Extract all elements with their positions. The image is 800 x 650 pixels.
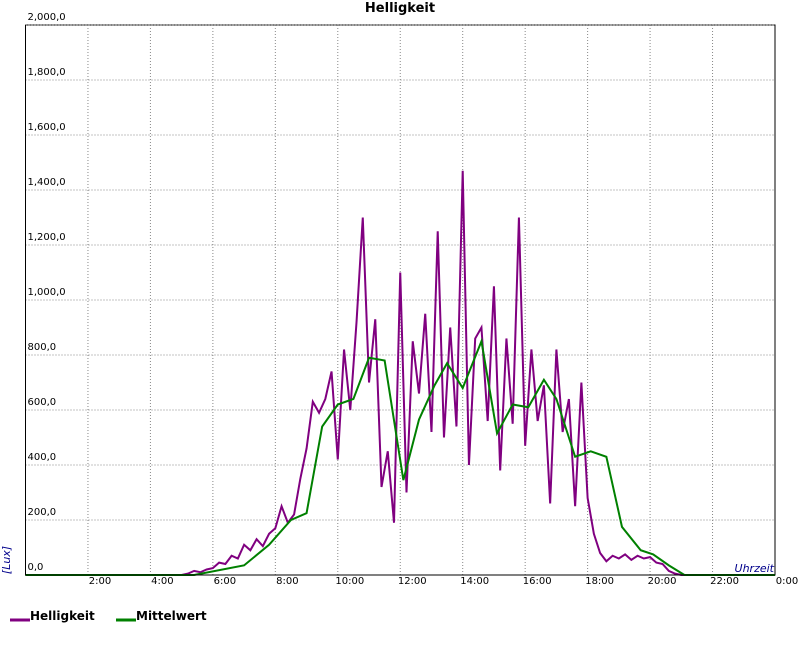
x-tick-label: 18:00 <box>585 576 614 587</box>
x-tick-label: 22:00 <box>710 576 739 587</box>
y-tick-label: 200,0 <box>28 507 57 518</box>
chart-title: Helligkeit <box>365 1 435 16</box>
x-tick-label: 8:00 <box>276 576 298 587</box>
y-tick-label: 1,200,0 <box>28 232 66 243</box>
x-tick-label: 6:00 <box>214 576 236 587</box>
y-tick-label: 800,0 <box>28 342 57 353</box>
y-tick-label: 600,0 <box>28 397 57 408</box>
x-tick-label: 0:00 <box>776 576 798 587</box>
legend-label: Mittelwert <box>136 609 207 623</box>
data-line <box>25 337 775 576</box>
legend-label: Helligkeit <box>30 609 95 623</box>
x-tick-label: 2:00 <box>89 576 111 587</box>
y-tick-label: 0,0 <box>28 562 44 573</box>
y-tick-label: 1,000,0 <box>28 287 66 298</box>
legend-item: Helligkeit <box>10 609 95 623</box>
x-tick-label: 10:00 <box>335 576 364 587</box>
x-tick-label: 20:00 <box>648 576 677 587</box>
x-tick-label: 12:00 <box>398 576 427 587</box>
y-tick-label: 1,600,0 <box>28 122 66 133</box>
legend-item: Mittelwert <box>116 609 207 623</box>
y-tick-label: 1,400,0 <box>28 177 66 188</box>
y-tick-label: 1,800,0 <box>28 67 66 78</box>
x-tick-label: 16:00 <box>523 576 552 587</box>
x-axis-label: Uhrzeit <box>735 562 775 575</box>
y-tick-label: 2,000,0 <box>28 12 66 23</box>
x-tick-label: 14:00 <box>460 576 489 587</box>
x-tick-label: 4:00 <box>151 576 173 587</box>
data-line <box>25 170 775 576</box>
y-axis-label: [Lux] <box>0 546 13 574</box>
y-tick-label: 400,0 <box>28 452 57 463</box>
